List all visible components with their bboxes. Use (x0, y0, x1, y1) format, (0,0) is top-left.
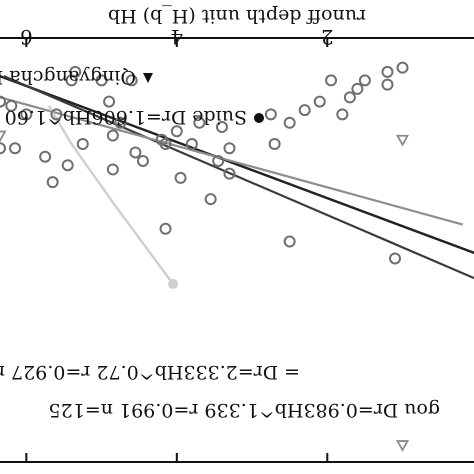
fit-lines (0, 75, 474, 289)
data-point-circle (193, 116, 206, 129)
fit-line-light-end (168, 278, 179, 289)
data-point-circle (159, 222, 172, 235)
data-point-circle (95, 74, 108, 87)
data-point-circle (125, 74, 138, 87)
data-point-circle (61, 159, 74, 172)
data-points (0, 61, 410, 452)
data-point-circle (5, 99, 18, 112)
data-point-circle (155, 133, 168, 146)
x-tick-label: 2 (321, 25, 334, 49)
data-point-circle (103, 95, 116, 108)
data-point-circle (358, 74, 371, 87)
data-point-circle (20, 108, 33, 121)
data-point-circle (129, 146, 142, 159)
data-point-circle (46, 176, 59, 189)
axis-frame (0, 37, 474, 463)
data-point-circle (336, 108, 349, 121)
data-point-circle (65, 74, 78, 87)
triangle-down-icon (143, 73, 153, 83)
x-ticks (25, 38, 329, 462)
data-point-circle (106, 163, 119, 176)
fit-equations: = Dr=2.333Hb^0.72 r=0.927 n=21 gou Dr=0.9… (0, 361, 440, 421)
fit-equation: gou Dr=0.983Hb^1.339 r=0.991 n=125 (49, 399, 440, 421)
data-point-circle (351, 82, 364, 95)
x-tick-label: 6 (20, 25, 33, 49)
data-point-circle (343, 91, 356, 104)
data-point-circle (0, 142, 6, 155)
data-point-circle (50, 108, 63, 121)
fit-line-mid (3, 75, 474, 280)
legend-entry: Qingyangcha Dr=1.093Hb^1.25 r= (0, 66, 136, 88)
data-point-circle (381, 65, 394, 78)
data-point-circle (389, 252, 401, 265)
data-point-circle (264, 108, 277, 121)
data-point-circle (325, 74, 338, 87)
data-point-circle (0, 95, 6, 108)
data-point-circle (9, 142, 22, 155)
data-point-circle (76, 138, 89, 150)
fit-equation: = Dr=2.333Hb^0.72 r=0.927 n=21 (0, 361, 300, 383)
fit-line-gray (0, 96, 464, 226)
data-point-circle (39, 150, 52, 163)
data-point-circle (136, 154, 149, 167)
data-point-triangle (0, 130, 7, 143)
data-point-circle (174, 171, 187, 184)
data-point-triangle (395, 440, 410, 452)
data-point-circle (283, 235, 296, 248)
data-point-circle (381, 78, 394, 91)
data-point-circle (268, 138, 281, 150)
data-point-circle (114, 116, 127, 129)
fit-line-dark (0, 75, 474, 255)
data-point-triangle (395, 134, 410, 147)
x-tick-label: 4 (170, 25, 183, 49)
data-point-circle (212, 154, 225, 167)
data-point-circle (313, 95, 326, 108)
data-point-circle (283, 116, 296, 129)
data-point-circle (204, 193, 217, 206)
data-point-circle (396, 61, 409, 74)
data-point-circle (170, 125, 183, 138)
data-point-circle (223, 142, 236, 155)
fit-line-light (47, 105, 175, 285)
data-point-circle (215, 121, 228, 134)
data-point-circle (298, 104, 311, 117)
data-point-circle (223, 167, 236, 180)
data-point-circle (185, 138, 198, 150)
filled-circle-icon (254, 113, 264, 123)
legend: Qingyangcha Dr=1.093Hb^1.25 r= Suide Dr=1… (0, 66, 264, 128)
x-tick-labels: 2 4 6 (20, 25, 334, 49)
x-axis-label: runoff depth unit (H_b) Hb (108, 5, 366, 27)
legend-entry: Suide Dr=1.606Hb^1.60 (5, 106, 247, 128)
data-point-circle (106, 129, 119, 142)
